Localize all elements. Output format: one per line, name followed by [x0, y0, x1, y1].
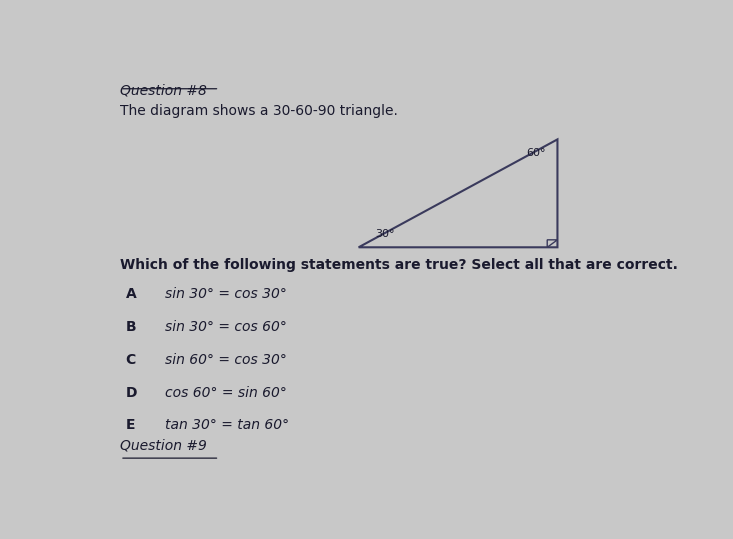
- Text: tan 30° = tan 60°: tan 30° = tan 60°: [166, 418, 290, 432]
- Text: A: A: [126, 287, 136, 301]
- Text: sin 30° = cos 30°: sin 30° = cos 30°: [166, 287, 287, 301]
- Text: C: C: [126, 353, 136, 367]
- Text: D: D: [126, 386, 137, 400]
- Text: sin 30° = cos 60°: sin 30° = cos 60°: [166, 320, 287, 334]
- Text: E: E: [126, 418, 135, 432]
- Text: 60°: 60°: [526, 148, 545, 158]
- Text: sin 60° = cos 30°: sin 60° = cos 30°: [166, 353, 287, 367]
- Text: cos 60° = sin 60°: cos 60° = sin 60°: [166, 386, 287, 400]
- Text: B: B: [126, 320, 136, 334]
- Text: Which of the following statements are true? Select all that are correct.: Which of the following statements are tr…: [120, 258, 678, 272]
- Text: Question #9: Question #9: [120, 439, 207, 453]
- Text: The diagram shows a 30-60-90 triangle.: The diagram shows a 30-60-90 triangle.: [120, 104, 398, 118]
- Text: Question #8: Question #8: [120, 84, 207, 98]
- Text: 30°: 30°: [376, 229, 395, 239]
